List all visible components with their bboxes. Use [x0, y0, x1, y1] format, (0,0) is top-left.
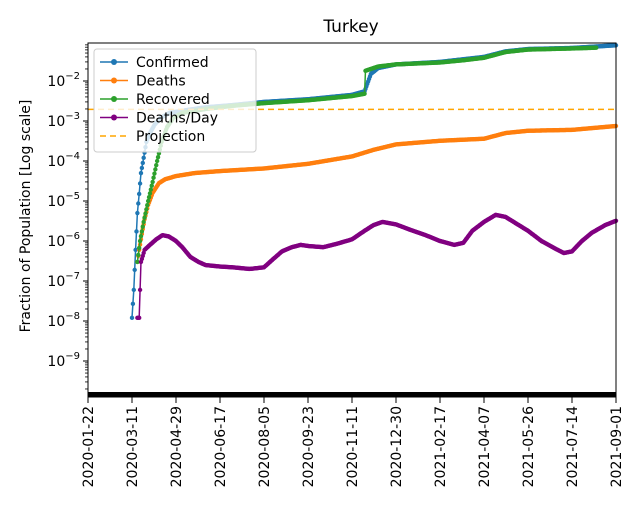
data-point	[145, 202, 150, 208]
data-point	[138, 234, 144, 239]
x-tick-label: 2021-05-26	[521, 406, 537, 487]
legend-label: Deaths/Day	[136, 111, 218, 127]
x-tick-label: 2021-04-07	[477, 406, 493, 487]
data-point	[130, 301, 136, 307]
x-tick-label: 2020-06-17	[213, 406, 229, 487]
legend-item: Deaths	[100, 74, 186, 90]
data-point	[362, 91, 367, 96]
x-tick-label: 2020-08-05	[257, 406, 273, 487]
data-point	[133, 247, 138, 253]
legend-item: Confirmed	[100, 55, 209, 71]
x-tick-label: 2020-12-30	[389, 406, 405, 487]
legend-label: Confirmed	[136, 55, 209, 71]
data-point	[154, 162, 159, 168]
data-point	[144, 207, 149, 212]
y-axis: 10−9 10−8 10−7 10−6 10−5 10−4 10−3 10−2	[47, 44, 88, 390]
data-point	[148, 187, 154, 192]
data-point	[137, 181, 143, 186]
y-tick-label: 10−3	[47, 111, 80, 130]
data-point	[146, 194, 152, 200]
data-point	[139, 165, 145, 171]
data-point	[136, 315, 142, 321]
data-point	[143, 211, 148, 216]
data-point	[132, 267, 137, 273]
data-point	[147, 191, 153, 196]
data-point	[134, 229, 139, 234]
data-point	[140, 224, 145, 229]
y-tick-label: 10−6	[47, 231, 80, 250]
data-point	[145, 198, 151, 204]
data-point	[136, 245, 142, 251]
chart-title: Turkey	[322, 17, 378, 37]
x-tick-label: 2020-03-11	[125, 406, 141, 487]
legend-marker	[111, 96, 117, 102]
legend-label: Projection	[136, 129, 205, 145]
legend: Confirmed Deaths Recovered Deaths/Day Projec…	[93, 48, 257, 153]
data-point	[594, 45, 599, 50]
data-point	[136, 201, 141, 206]
data-point	[150, 179, 155, 185]
x-axis: 2020-01-22 2020-03-11 2020-04-29 2020-06-17…	[81, 392, 625, 487]
data-point	[154, 158, 160, 164]
series-deaths	[135, 123, 619, 265]
y-tick-label: 10−7	[47, 271, 80, 290]
data-point	[153, 167, 158, 172]
data-point	[141, 219, 146, 225]
data-point	[149, 183, 154, 188]
data-point	[138, 170, 144, 176]
data-point	[142, 215, 147, 220]
x-tick-label: 2021-09-01	[609, 406, 625, 487]
x-tick-label: 2020-09-23	[301, 406, 317, 487]
data-point	[135, 210, 140, 216]
legend-marker	[111, 59, 117, 65]
data-point	[140, 160, 145, 166]
legend-box	[93, 48, 257, 153]
data-point	[155, 154, 161, 160]
legend-item: Deaths/Day	[100, 111, 218, 127]
y-tick-label: 10−4	[47, 151, 80, 170]
x-tick-label: 2021-02-17	[433, 406, 449, 487]
x-tick-label: 2021-07-14	[565, 406, 581, 487]
data-point	[136, 252, 141, 258]
data-point	[135, 259, 140, 265]
x-tick-label: 2020-11-11	[345, 406, 361, 487]
data-point	[141, 155, 146, 161]
data-point	[131, 287, 136, 293]
legend-label: Deaths	[136, 74, 186, 90]
data-point	[137, 287, 143, 293]
legend-label: Recovered	[136, 92, 210, 108]
legend-marker	[111, 77, 117, 84]
x-minor-ticks	[87, 392, 617, 397]
legend-item: Recovered	[100, 92, 210, 108]
y-axis-label: Fraction of Population [Log scale]	[18, 100, 34, 333]
x-tick-label: 2020-01-22	[81, 406, 97, 487]
legend-item: Projection	[100, 129, 205, 145]
data-point	[152, 171, 157, 176]
data-point	[139, 229, 145, 234]
y-tick-label: 10−2	[47, 71, 80, 90]
legend-marker	[111, 114, 117, 121]
x-tick-label: 2020-04-29	[169, 406, 185, 487]
data-point	[137, 238, 143, 244]
data-point	[129, 315, 135, 321]
series-deaths-day	[135, 212, 619, 321]
y-tick-label: 10−9	[47, 351, 80, 370]
y-tick-label: 10−5	[47, 191, 80, 210]
data-point	[136, 191, 142, 197]
y-tick-label: 10−8	[47, 311, 80, 330]
data-point	[151, 175, 156, 180]
